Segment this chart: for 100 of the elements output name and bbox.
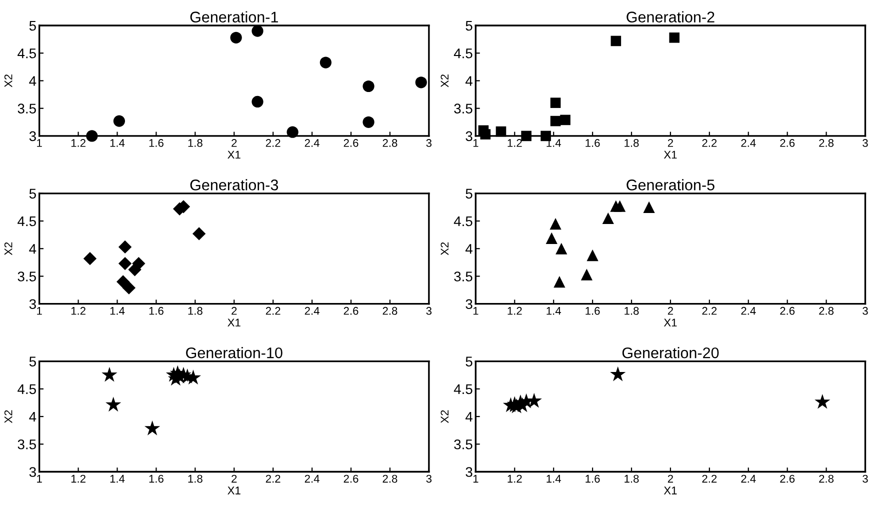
y-axis-title: X2	[440, 410, 449, 424]
point	[526, 392, 542, 408]
point	[415, 76, 427, 88]
x-axis-title: X1	[228, 486, 240, 494]
x-axis-title: X1	[664, 318, 677, 326]
point	[362, 80, 374, 92]
y-tick-label: 3.5	[18, 104, 36, 114]
x-tick-label: 2	[232, 474, 237, 483]
point	[480, 129, 491, 140]
point	[550, 116, 561, 126]
y-tick-label: 4.5	[454, 216, 472, 226]
x-tick-label: 2.8	[382, 306, 398, 315]
y-tick-label: 4	[465, 76, 472, 86]
point	[550, 218, 562, 230]
x-tick-label: 2	[668, 139, 673, 147]
point	[106, 396, 122, 412]
x-tick-label: 1.2	[508, 306, 522, 315]
y-tick-label: 5	[29, 20, 36, 31]
y-axis-title: X2	[4, 410, 12, 424]
point	[602, 212, 614, 224]
y-tick-label: 4	[29, 412, 36, 422]
point	[102, 366, 118, 382]
point	[192, 227, 206, 240]
point	[554, 276, 566, 288]
y-tick-label: 4.5	[18, 384, 36, 394]
x-tick-label: 3	[862, 306, 868, 315]
x-tick-label: 1.4	[110, 139, 125, 147]
point	[643, 201, 655, 214]
x-tick-label: 1.6	[149, 474, 164, 483]
x-tick-label: 2.6	[344, 474, 358, 483]
chart-title: Generation-20	[622, 347, 719, 358]
y-tick-label: 5	[29, 356, 36, 366]
chart-title: Generation-10	[186, 347, 282, 358]
chart-title: Generation-1	[190, 11, 278, 22]
point	[252, 96, 264, 108]
x-tick-label: 1	[473, 474, 478, 483]
point	[546, 232, 558, 244]
x-tick-label: 1.6	[586, 139, 600, 147]
x-tick-label: 1.2	[508, 139, 522, 147]
y-tick-label: 3.5	[18, 272, 36, 282]
x-tick-label: 1	[473, 307, 478, 315]
x-tick-label: 2.2	[266, 474, 280, 483]
chart-title: Generation-3	[190, 179, 278, 190]
x-tick-label: 2.8	[819, 306, 834, 315]
point	[560, 114, 570, 126]
y-tick-label: 4	[29, 244, 36, 254]
x-tick-label: 2.4	[741, 306, 756, 315]
x-tick-label: 2.4	[741, 139, 756, 147]
x-tick-label: 2.2	[266, 306, 280, 315]
point	[496, 126, 506, 137]
x-tick-label: 3	[862, 474, 868, 483]
point	[252, 25, 264, 37]
x-tick-label: 2.4	[304, 306, 320, 315]
x-tick-label: 1.4	[110, 474, 125, 483]
x-tick-label: 1.8	[188, 474, 202, 483]
x-axis-title: X1	[228, 318, 240, 326]
y-axis-title: X2	[4, 242, 12, 256]
x-tick-label: 1.6	[149, 139, 164, 147]
x-tick-label: 2	[668, 306, 673, 315]
x-tick-label: 1.2	[71, 139, 86, 147]
y-tick-label: 5	[466, 356, 472, 366]
x-tick-label: 1.8	[624, 139, 639, 147]
point	[144, 420, 160, 436]
x-tick-label: 2.8	[382, 474, 398, 483]
x-tick-label: 2.4	[304, 474, 320, 483]
y-tick-label: 5	[466, 20, 472, 31]
x-tick-label: 2.8	[819, 474, 834, 483]
x-tick-label: 1.8	[188, 306, 202, 315]
x-tick-label: 2	[232, 306, 237, 315]
x-tick-label: 3	[862, 139, 868, 147]
y-tick-label: 5	[466, 188, 472, 199]
y-tick-label: 4.5	[454, 384, 472, 394]
point	[113, 115, 126, 127]
x-tick-label: 1.8	[188, 139, 202, 147]
y-tick-label: 3.5	[18, 439, 36, 450]
point	[118, 240, 132, 254]
point	[610, 366, 626, 382]
point	[362, 116, 374, 128]
x-tick-label: 2.2	[266, 139, 280, 147]
x-axis-title: X1	[664, 150, 677, 159]
x-tick-label: 1.8	[624, 306, 639, 315]
y-tick-label: 4.5	[18, 216, 36, 226]
x-tick-label: 2.8	[382, 139, 398, 147]
x-axis-title: X1	[664, 486, 677, 494]
x-axis-title: X1	[228, 150, 240, 159]
x-tick-label: 2.4	[741, 474, 756, 483]
point	[118, 256, 132, 270]
point	[320, 56, 332, 68]
x-tick-label: 3	[426, 139, 432, 147]
x-tick-label: 2.2	[702, 139, 717, 147]
point	[586, 249, 598, 262]
point	[132, 256, 146, 270]
x-tick-label: 1.4	[110, 307, 125, 315]
y-tick-label: 4	[29, 76, 36, 86]
y-axis-title: X2	[4, 74, 12, 88]
x-tick-label: 1.2	[71, 474, 86, 483]
point	[230, 32, 242, 44]
x-tick-label: 2	[668, 474, 673, 483]
chart-title: Generation-5	[626, 179, 714, 190]
x-tick-label: 1	[37, 139, 42, 147]
